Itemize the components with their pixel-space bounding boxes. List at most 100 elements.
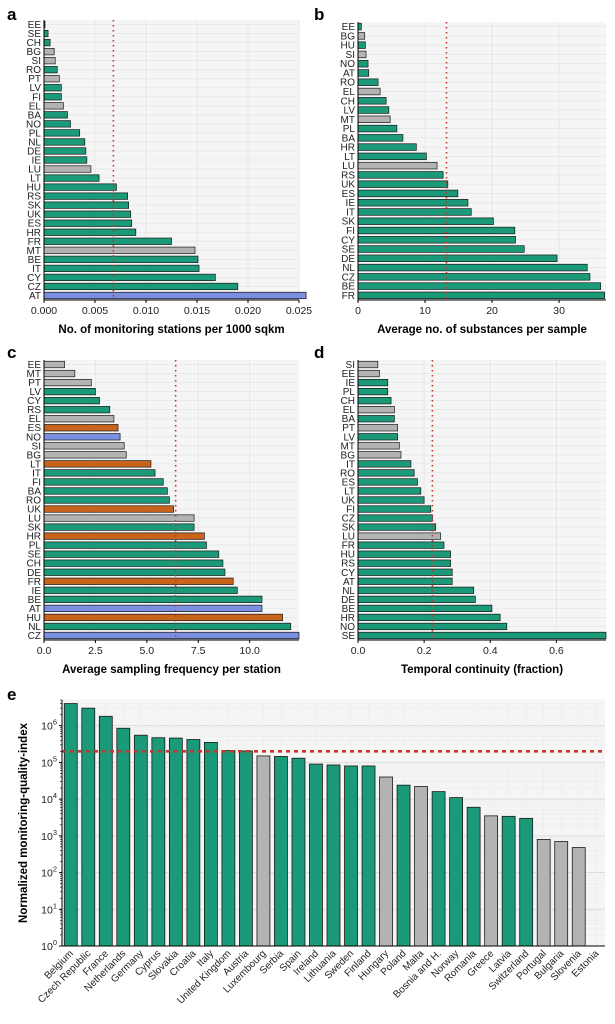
bar-SE [43,550,220,558]
bar-BA [357,415,395,423]
bar-belgium [63,703,78,947]
bar-ES [43,424,119,432]
panel-letter-c: c [7,343,16,362]
bar-label-RO: RO [340,78,355,89]
x-tick-label: 0.015 [184,305,210,317]
bar-hungary [379,776,393,947]
x-tick-label: 0.2 [417,645,432,657]
bar-NL [357,263,588,272]
bar-EL [357,87,381,96]
bar-label-LT: LT [344,486,355,497]
bar-label-RS: RS [27,192,41,203]
bar-SE [43,29,49,38]
bar-NO [43,120,71,128]
bar-NL [43,138,86,146]
bar-label-BE: BE [28,255,42,266]
bar-NO [43,433,121,441]
bar-SK [43,523,195,531]
bar-label-UK: UK [341,180,355,191]
bar-italy [204,742,218,947]
bar-sweden [344,765,358,947]
bar-label-SE: SE [342,631,356,642]
bar-LV [357,433,399,441]
bar-IT [43,469,156,477]
bar-CY [357,568,453,576]
bar-RS [357,171,444,179]
bar-label-NL: NL [342,263,355,274]
bar-BG [43,451,127,459]
y-tick-label: 102 [41,865,57,880]
bar-label-BE: BE [28,595,42,606]
bar-CH [43,38,51,47]
bar-label-PT: PT [342,423,355,434]
bar-label-FI: FI [346,505,355,516]
bar-label-LT: LT [30,174,41,185]
bar-label-CZ: CZ [28,282,41,293]
bar-CZ [357,273,591,281]
bar-label-HR: HR [27,228,41,239]
bar-label-RS: RS [341,559,355,570]
bar-label-IT: IT [32,468,41,479]
bar-BE [43,595,263,603]
bar-ireland [309,763,323,947]
bar-slovakia [168,737,183,947]
bar-HR [43,532,205,540]
bar-EE [357,369,380,378]
bar-RO [43,496,170,504]
bar-label-FR: FR [28,237,41,248]
bar-label-CH: CH [27,38,41,49]
x-tick-label: 0.000 [31,305,57,317]
bar-IT [43,264,200,272]
bar-BA [43,111,68,119]
bar-EE [43,360,65,369]
bar-SI [357,360,379,369]
bar-UK [43,210,132,218]
bar-luxembourg [256,755,271,947]
bar-label-EE: EE [28,360,42,371]
bar-PL [357,124,398,133]
bar-EL [357,406,395,414]
bar-label-CZ: CZ [342,272,355,283]
bar-FR [43,577,234,585]
bar-label-CY: CY [27,273,41,284]
x-axis-title: Average sampling frequency per station [62,664,281,676]
y-tick-base: 10 [41,721,53,733]
bar-SE [357,631,607,640]
bar-label-LT: LT [30,459,41,470]
x-tick-label: 2.5 [88,645,103,657]
bar-label-EL: EL [343,87,356,98]
bar-label-RS: RS [341,170,355,181]
x-tick-label: 20 [486,305,498,317]
bar-PT [357,424,399,432]
bar-DE [43,147,87,155]
y-tick-exponent: 2 [53,865,57,874]
bar-label-LU: LU [342,161,355,172]
bar-LU [43,165,92,173]
bar-CY [357,236,516,244]
bar-HU [357,550,451,558]
x-tick-label: 0.0 [351,645,366,657]
bar-LT [357,152,427,161]
bar-label-FI: FI [32,92,41,103]
bar-NO [357,60,369,68]
bar-label-BG: BG [341,450,356,461]
panel-letter-a: a [7,5,17,24]
bar-ES [357,478,418,486]
bar-bulgaria [554,841,569,947]
y-axis-title: Normalized monitoring-quality-index [18,722,30,923]
bar-UK [357,496,425,504]
panel-letter-e: e [7,685,16,704]
bar-label-ES: ES [28,423,42,434]
x-axis-title: Temporal continuity (fraction) [401,664,563,676]
bar-label-BA: BA [28,486,42,497]
bar-FI [43,478,164,486]
bar-PL [43,541,207,549]
chart-panel-b: EEBGHUSINOATROELCHLVMTPLBAHRLTLURSUKESIE… [340,22,606,336]
bar-label-NO: NO [26,119,41,130]
bar-BG [357,32,366,40]
panel-letter-b: b [314,5,324,24]
bar-HR [357,143,417,151]
bar-BA [43,487,168,495]
